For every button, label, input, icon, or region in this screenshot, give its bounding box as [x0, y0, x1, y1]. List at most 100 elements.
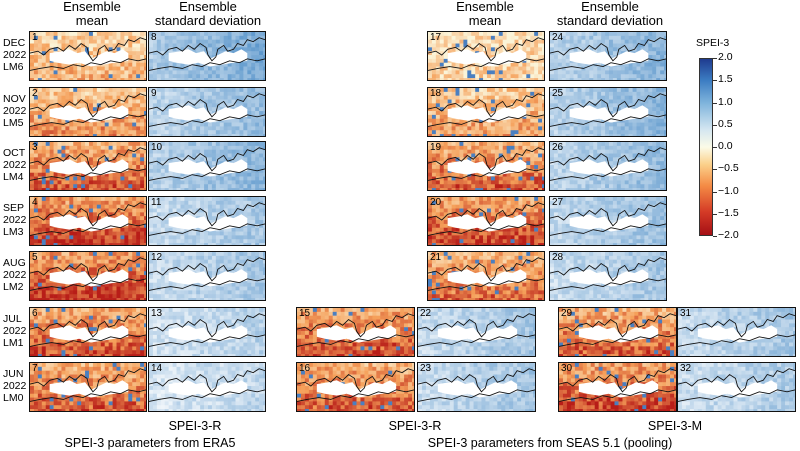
map-cell	[61, 208, 66, 213]
map-cell	[223, 286, 228, 291]
map-cell	[168, 204, 173, 209]
map-cell	[73, 142, 78, 147]
map-cell	[104, 74, 109, 79]
map-cell	[196, 311, 201, 316]
map-cell	[112, 342, 117, 347]
map-cell	[251, 62, 256, 67]
map-cell	[144, 243, 146, 245]
map-cell	[92, 130, 98, 135]
map-cell	[243, 282, 248, 287]
map-cell	[116, 204, 121, 209]
map-cell	[96, 188, 102, 190]
map-cell	[37, 374, 43, 379]
map-cell	[128, 32, 133, 37]
map-cell	[144, 346, 146, 351]
map-cell	[33, 334, 39, 340]
map-cell	[235, 95, 240, 100]
map-cell	[263, 327, 265, 332]
map-cell	[41, 43, 47, 48]
map-cell	[219, 153, 225, 158]
map-cell	[215, 43, 221, 48]
map-cell	[88, 239, 94, 244]
map-cell	[156, 103, 162, 108]
map-cell	[204, 200, 209, 205]
map-cell	[149, 35, 154, 40]
map-cell	[156, 32, 162, 37]
map-cell	[211, 43, 217, 48]
map-cell	[207, 252, 213, 257]
map-cell	[49, 197, 54, 202]
map-cell	[128, 386, 133, 391]
map-cell	[96, 208, 102, 213]
map-cell	[136, 212, 141, 217]
map-cell	[207, 263, 213, 268]
map-cell	[204, 134, 209, 136]
map-cell	[41, 311, 47, 316]
map-cell	[57, 70, 62, 75]
map-cell	[128, 107, 133, 112]
map-cell	[247, 208, 252, 213]
map-cell	[152, 239, 158, 244]
map-cell	[211, 212, 217, 217]
map-cell	[53, 99, 58, 104]
map-cell	[251, 290, 256, 295]
map-cell	[255, 130, 260, 135]
map-cell	[255, 259, 260, 264]
map-cell	[112, 405, 117, 410]
map-cell	[30, 184, 35, 189]
map-cell	[172, 227, 177, 232]
map-cell	[57, 91, 62, 96]
map-cell	[104, 200, 109, 205]
map-cell	[37, 393, 43, 398]
map-cell	[81, 134, 86, 136]
map-cell	[108, 263, 113, 268]
map-cell	[156, 70, 162, 75]
map-cell	[164, 271, 169, 276]
map-cell	[196, 255, 201, 260]
map-cell	[96, 134, 102, 136]
map-cell	[128, 263, 133, 268]
map-cell	[49, 180, 54, 185]
map-cell	[176, 311, 181, 316]
map-cell	[176, 157, 181, 162]
map-cell	[156, 180, 162, 185]
map-cell	[108, 315, 113, 320]
map-cell	[104, 374, 109, 379]
map-cell	[136, 327, 141, 332]
map-cell	[149, 62, 154, 67]
map-cell	[223, 130, 228, 135]
map-cell	[124, 99, 129, 104]
map-cell	[30, 252, 35, 257]
map-cell	[215, 294, 221, 299]
map-cell	[196, 39, 201, 44]
map-cell	[231, 88, 236, 93]
map-cell	[57, 239, 62, 244]
map-cell	[239, 315, 244, 320]
map-cell	[223, 103, 228, 108]
map-cell	[104, 149, 109, 154]
map-cell	[215, 216, 221, 221]
map-cell	[180, 227, 185, 232]
map-cell	[73, 259, 78, 264]
map-cell	[92, 378, 98, 383]
map-cell	[144, 204, 146, 209]
map-cell	[33, 58, 39, 64]
map-cell	[239, 70, 244, 75]
map-cell	[164, 275, 169, 280]
map-cell	[136, 315, 141, 320]
map-cell	[259, 88, 264, 93]
map-cell	[81, 78, 86, 80]
map-cell	[251, 327, 256, 332]
map-cell	[144, 176, 146, 181]
map-cell	[160, 51, 166, 56]
map-cell	[223, 39, 228, 44]
map-cell	[81, 308, 86, 313]
map-cell	[132, 51, 137, 56]
map-cell	[211, 286, 217, 291]
map-cell	[172, 172, 177, 177]
map-cell	[180, 239, 185, 244]
map-cell	[231, 99, 236, 104]
map-cell	[200, 149, 205, 154]
map-cell	[255, 231, 260, 236]
map-cell	[120, 282, 125, 287]
